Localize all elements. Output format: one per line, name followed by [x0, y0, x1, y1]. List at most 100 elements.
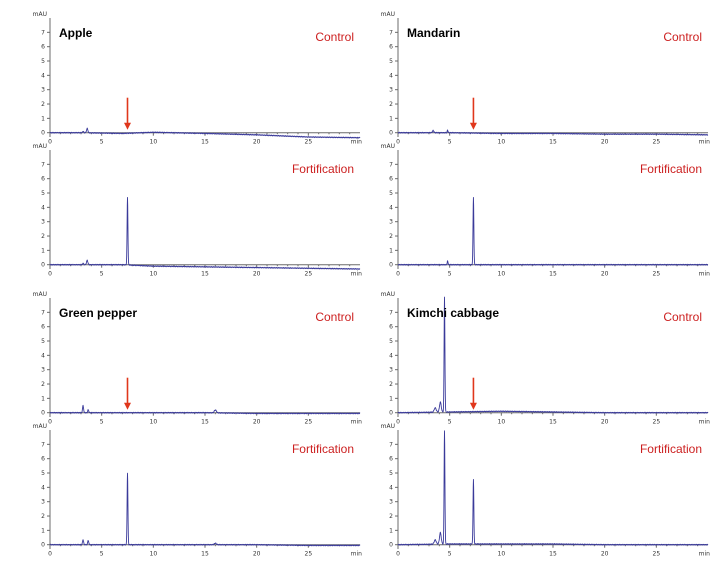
mandarin-fortification-trace: [397, 197, 709, 266]
kimchi-cabbage-control-x-tick-label: 20: [601, 419, 609, 426]
apple-control-y-tick-label: 3: [41, 87, 45, 94]
green-pepper-fortification-y-axis-label: mAU: [33, 423, 47, 430]
green-pepper-fortification-x-axis-label: min: [351, 551, 363, 558]
mandarin-fortification-y-tick-label: 0: [389, 262, 393, 269]
mandarin-fortification-y-tick-label: 7: [389, 161, 393, 168]
kimchi-cabbage-control-y-tick-label: 3: [389, 367, 393, 374]
mandarin-control-x-tick-label: 20: [601, 139, 609, 146]
kimchi-cabbage-fortification-y-tick-label: 1: [389, 527, 393, 534]
mandarin-fortification-panel: 0 1 2 3 4 5 6 7 mAU 0 5 10 15 20 25 min Fortification: [381, 143, 711, 278]
green-pepper-control-arrow-head: [124, 402, 131, 410]
apple-fortification-y-tick-label: 2: [41, 233, 45, 240]
mandarin-fortification-x-axis-label: min: [699, 271, 711, 278]
green-pepper-fortification-y-tick-label: 0: [41, 542, 45, 549]
green-pepper-control-sample-title: Green pepper: [59, 306, 137, 320]
kimchi-cabbage-control-trace: [397, 296, 709, 414]
mandarin-control-retention-arrow: [469, 97, 477, 130]
apple-control-trace: [49, 127, 361, 139]
green-pepper-fortification-y-tick-label: 7: [41, 441, 45, 448]
apple-fortification-x-tick-label: 10: [150, 271, 158, 278]
green-pepper-fortification-x-tick-label: 20: [253, 551, 261, 558]
kimchi-cabbage-fortification-y-tick-label: 2: [389, 513, 393, 520]
mandarin-control-condition-label: Control: [663, 30, 702, 44]
apple-control-panel: 0 1 2 3 4 5 6 7 mAU 0 5 10 15 20 25 min Apple Control: [33, 11, 363, 146]
mandarin-fortification-x-tick-label: 20: [601, 271, 609, 278]
mandarin-control-x-tick-label: 5: [448, 139, 452, 146]
kimchi-cabbage-control-x-tick-label: 25: [653, 419, 661, 426]
green-pepper-control-x-tick-label: 10: [150, 419, 158, 426]
green-pepper-fortification-y-tick-label: 6: [41, 456, 45, 463]
mandarin-fortification-y-tick-label: 6: [389, 176, 393, 183]
kimchi-cabbage-fortification-x-tick-label: 25: [653, 551, 661, 558]
mandarin-fortification-y-tick-label: 1: [389, 247, 393, 254]
green-pepper-control-y-axis-label: mAU: [33, 291, 47, 298]
green-pepper-control-x-tick-label: 20: [253, 419, 261, 426]
kimchi-cabbage-fortification-x-tick-label: 5: [448, 551, 452, 558]
green-pepper-fortification-y-tick-label: 1: [41, 527, 45, 534]
kimchi-cabbage-fortification-y-axis-label: mAU: [381, 423, 395, 430]
kimchi-cabbage-control-y-tick-label: 0: [389, 410, 393, 417]
green-pepper-fortification-y-tick-label: 4: [41, 484, 45, 491]
kimchi-cabbage-fortification-y-tick-label: 3: [389, 499, 393, 506]
mandarin-control-x-tick-label: 10: [498, 139, 506, 146]
mandarin-control-x-tick-label: 15: [549, 139, 557, 146]
green-pepper-fortification-panel: 0 1 2 3 4 5 6 7 mAU 0 5 10 15 20 25 min Fortification: [33, 423, 363, 558]
green-pepper-control-y-tick-label: 5: [41, 338, 45, 345]
green-pepper-control-x-axis-label: min: [351, 419, 363, 426]
apple-fortification-y-tick-label: 4: [41, 204, 45, 211]
kimchi-cabbage-fortification-y-tick-label: 6: [389, 456, 393, 463]
kimchi-cabbage-fortification-panel: 0 1 2 3 4 5 6 7 mAU 0 5 10 15 20 25 min Fortification: [381, 423, 711, 558]
apple-control-y-tick-label: 5: [41, 58, 45, 65]
apple-fortification-x-tick-label: 5: [100, 271, 104, 278]
apple-fortification-x-axis-label: min: [351, 271, 363, 278]
green-pepper-control-x-tick-label: 25: [305, 419, 313, 426]
mandarin-fortification-y-tick-label: 3: [389, 219, 393, 226]
green-pepper-fortification-x-tick-label: 10: [150, 551, 158, 558]
mandarin-control-panel: 0 1 2 3 4 5 6 7 mAU 0 5 10 15 20 25 min Mandarin Control: [381, 11, 711, 146]
mandarin-control-trace: [397, 129, 709, 136]
kimchi-cabbage-control-y-tick-label: 7: [389, 309, 393, 316]
green-pepper-fortification-x-tick-label: 5: [100, 551, 104, 558]
kimchi-cabbage-fortification-x-axis-label: min: [699, 551, 711, 558]
kimchi-cabbage-control-x-axis-label: min: [699, 419, 711, 426]
kimchi-cabbage-fortification-y-tick-label: 0: [389, 542, 393, 549]
mandarin-control-y-tick-label: 3: [389, 87, 393, 94]
green-pepper-control-y-tick-label: 4: [41, 352, 45, 359]
kimchi-cabbage-fortification-y-tick-label: 7: [389, 441, 393, 448]
green-pepper-control-y-tick-label: 3: [41, 367, 45, 374]
apple-control-y-tick-label: 1: [41, 115, 45, 122]
apple-control-y-tick-label: 4: [41, 72, 45, 79]
apple-control-condition-label: Control: [315, 30, 354, 44]
mandarin-fortification-x-tick-label: 0: [396, 271, 400, 278]
kimchi-cabbage-control-arrow-head: [469, 402, 477, 410]
green-pepper-fortification-y-tick-label: 2: [41, 513, 45, 520]
green-pepper-fortification-x-tick-label: 15: [201, 551, 209, 558]
green-pepper-fortification-x-tick-label: 0: [48, 551, 52, 558]
green-pepper-control-panel: 0 1 2 3 4 5 6 7 mAU 0 5 10 15 20 25 min Green pepper Cont…: [33, 291, 363, 426]
green-pepper-control-condition-label: Control: [315, 310, 354, 324]
apple-control-x-tick-label: 25: [305, 139, 313, 146]
apple-control-x-tick-label: 5: [100, 139, 104, 146]
apple-control-x-tick-label: 10: [150, 139, 158, 146]
mandarin-control-y-tick-label: 0: [389, 130, 393, 137]
apple-fortification-x-tick-label: 0: [48, 271, 52, 278]
mandarin-control-y-tick-label: 5: [389, 58, 393, 65]
apple-fortification-panel: 0 1 2 3 4 5 6 7 mAU 0 5 10 15 20 25 min Fortification: [33, 143, 363, 278]
apple-control-x-tick-label: 15: [201, 139, 209, 146]
kimchi-cabbage-control-x-tick-label: 15: [549, 419, 557, 426]
apple-control-y-tick-label: 7: [41, 29, 45, 36]
kimchi-cabbage-control-x-tick-label: 10: [498, 419, 506, 426]
kimchi-cabbage-control-condition-label: Control: [663, 310, 702, 324]
kimchi-cabbage-control-y-axis-label: mAU: [381, 291, 395, 298]
apple-control-sample-title: Apple: [59, 26, 93, 40]
green-pepper-control-x-tick-label: 15: [201, 419, 209, 426]
apple-control-y-tick-label: 6: [41, 44, 45, 51]
green-pepper-control-y-tick-label: 6: [41, 324, 45, 331]
apple-control-y-tick-label: 0: [41, 130, 45, 137]
mandarin-control-x-tick-label: 25: [653, 139, 661, 146]
green-pepper-fortification-y-tick-label: 5: [41, 470, 45, 477]
mandarin-control-y-axis-label: mAU: [381, 11, 395, 18]
mandarin-control-y-tick-label: 2: [389, 101, 393, 108]
